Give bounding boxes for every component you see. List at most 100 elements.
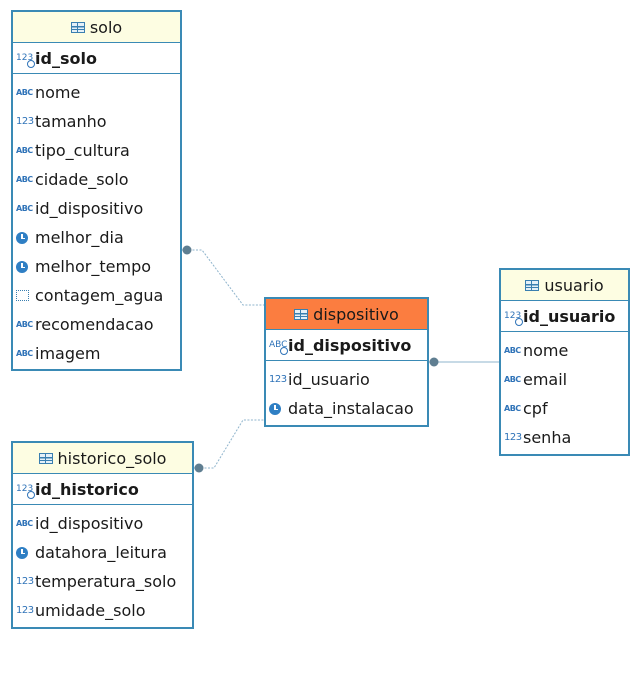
numeric-type-icon: 123 — [16, 575, 34, 587]
column-row[interactable]: ABC recomendacao — [13, 310, 180, 339]
link-solo-dispositivo-endpoint — [182, 245, 192, 255]
primary-key-label: id_historico — [35, 479, 139, 499]
column-row[interactable]: ABC id_dispositivo — [13, 509, 192, 538]
column-label: recomendacao — [35, 315, 154, 334]
numeric-type-icon: 123 — [504, 431, 522, 443]
column-label: id_usuario — [288, 370, 370, 389]
entity-header[interactable]: usuario — [501, 270, 628, 301]
key-icon — [280, 347, 288, 355]
text-type-icon: ABC — [16, 518, 33, 528]
table-icon — [70, 21, 85, 33]
text-type-icon: ABC — [16, 348, 33, 358]
primary-key-icon: 123 — [16, 484, 35, 499]
numeric-type-icon: 123 — [16, 604, 34, 616]
primary-key-row[interactable]: ABC id_dispositivo — [266, 330, 427, 361]
grid-type-icon — [16, 290, 29, 301]
column-list: ABC id_dispositivo datahora_leitura 123 temp… — [13, 505, 192, 625]
column-label: datahora_leitura — [35, 543, 167, 562]
entity-title: historico_solo — [57, 448, 167, 468]
primary-key-row[interactable]: 123 id_historico — [13, 474, 192, 505]
column-row[interactable]: datahora_leitura — [13, 538, 192, 567]
entity-header[interactable]: historico_solo — [13, 443, 192, 474]
column-label: contagem_agua — [35, 286, 164, 305]
column-row[interactable]: 123 id_usuario — [266, 365, 427, 394]
column-label: umidade_solo — [35, 601, 146, 620]
column-label: nome — [523, 341, 569, 360]
column-row[interactable]: melhor_dia — [13, 223, 180, 252]
column-list: 123 id_usuario data_instalacao — [266, 361, 427, 423]
entity-solo[interactable]: solo 123 id_solo ABC nome 123 tamanho ABC tip… — [11, 10, 182, 371]
key-icon — [27, 60, 35, 68]
link-solo-dispositivo[interactable] — [182, 249, 264, 306]
entity-title: dispositivo — [313, 304, 399, 324]
table-icon — [525, 279, 540, 291]
column-row[interactable]: data_instalacao — [266, 394, 427, 423]
entity-usuario[interactable]: usuario 123 id_usuario ABC nome ABC email AB… — [499, 268, 630, 456]
link-historico-dispositivo-endpoint — [194, 463, 204, 473]
column-row[interactable]: ABC email — [501, 365, 628, 394]
column-label: cidade_solo — [35, 170, 129, 189]
column-label: id_dispositivo — [35, 199, 144, 218]
table-icon — [38, 452, 53, 464]
link-historico-dispositivo[interactable] — [194, 419, 264, 469]
primary-key-icon: 123 — [504, 311, 523, 326]
column-label: melhor_dia — [35, 228, 124, 247]
text-type-icon: ABC — [16, 174, 33, 184]
column-list: ABC nome 123 tamanho ABC tipo_cultura ABC cidad… — [13, 74, 180, 368]
primary-key-label: id_dispositivo — [288, 335, 412, 355]
column-label: nome — [35, 83, 81, 102]
column-label: senha — [523, 428, 572, 447]
column-row[interactable]: melhor_tempo — [13, 252, 180, 281]
column-row[interactable]: ABC imagem — [13, 339, 180, 368]
column-row[interactable]: 123 umidade_solo — [13, 596, 192, 625]
text-type-icon: ABC — [16, 203, 33, 213]
clock-icon — [16, 260, 28, 273]
entity-header[interactable]: dispositivo — [266, 299, 427, 330]
column-row[interactable]: 123 senha — [501, 423, 628, 452]
numeric-type-icon: 123 — [269, 373, 287, 385]
column-row[interactable]: 123 temperatura_solo — [13, 567, 192, 596]
column-row[interactable]: 123 tamanho — [13, 107, 180, 136]
column-row[interactable]: ABC tipo_cultura — [13, 136, 180, 165]
entity-title: solo — [89, 17, 123, 37]
column-label: imagem — [35, 344, 101, 363]
entity-dispositivo[interactable]: dispositivo ABC id_dispositivo 123 id_usu… — [264, 297, 429, 427]
clock-icon — [16, 546, 28, 559]
column-row[interactable]: ABC cidade_solo — [13, 165, 180, 194]
primary-key-row[interactable]: 123 id_usuario — [501, 301, 628, 332]
column-row[interactable]: contagem_agua — [13, 281, 180, 310]
column-label: data_instalacao — [288, 399, 414, 418]
link-dispositivo-usuario-endpoint — [429, 357, 439, 367]
column-label: cpf — [523, 399, 548, 418]
column-label: temperatura_solo — [35, 572, 177, 591]
column-row[interactable]: ABC id_dispositivo — [13, 194, 180, 223]
text-type-icon: ABC — [16, 319, 33, 329]
primary-key-row[interactable]: 123 id_solo — [13, 43, 180, 74]
text-type-icon: ABC — [16, 145, 33, 155]
text-type-icon: ABC — [504, 345, 521, 355]
clock-icon — [269, 402, 281, 415]
primary-key-label: id_solo — [35, 48, 97, 68]
column-label: tamanho — [35, 112, 107, 131]
entity-header[interactable]: solo — [13, 12, 180, 43]
entity-title: usuario — [544, 275, 604, 295]
column-label: melhor_tempo — [35, 257, 152, 276]
text-type-icon: ABC — [16, 87, 33, 97]
numeric-type-icon: 123 — [16, 115, 34, 127]
column-row[interactable]: ABC cpf — [501, 394, 628, 423]
text-type-icon: ABC — [504, 374, 521, 384]
table-icon — [294, 308, 309, 320]
column-label: tipo_cultura — [35, 141, 130, 160]
column-row[interactable]: ABC nome — [13, 78, 180, 107]
key-icon — [515, 318, 523, 326]
primary-key-label: id_usuario — [523, 306, 616, 326]
column-label: email — [523, 370, 568, 389]
text-type-icon: ABC — [504, 403, 521, 413]
primary-key-icon: 123 — [16, 53, 35, 68]
column-row[interactable]: ABC nome — [501, 336, 628, 365]
primary-key-icon: ABC — [269, 340, 288, 355]
column-label: id_dispositivo — [35, 514, 144, 533]
entity-historico-solo[interactable]: historico_solo 123 id_historico ABC id_di… — [11, 441, 194, 629]
column-list: ABC nome ABC email ABC cpf 123 senha — [501, 332, 628, 452]
